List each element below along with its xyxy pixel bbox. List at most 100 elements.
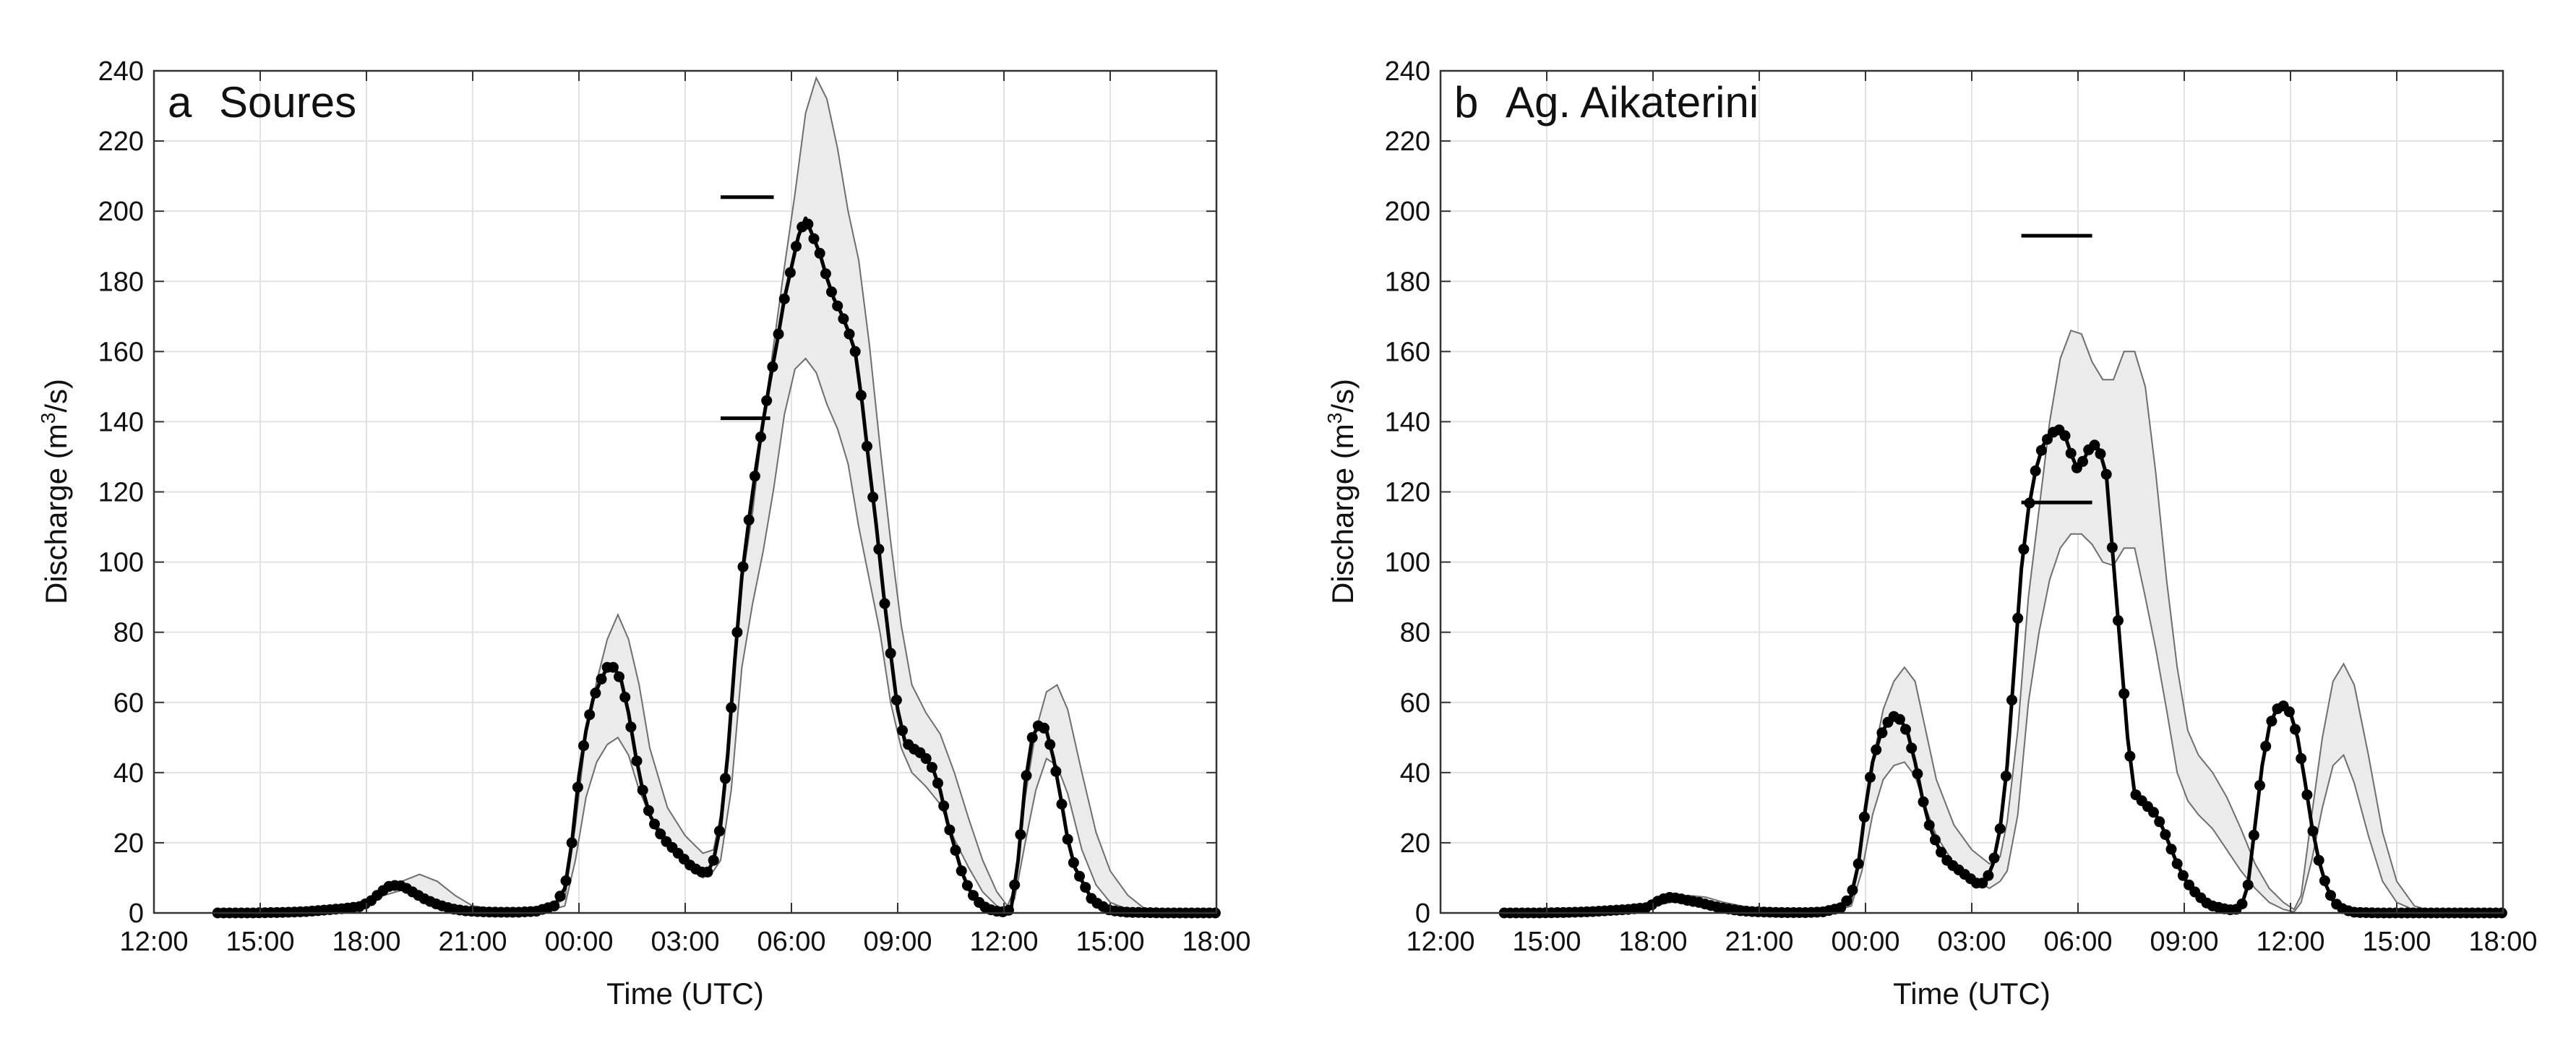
median-marker (2059, 430, 2071, 442)
median-marker (885, 648, 896, 659)
median-marker (1923, 820, 1935, 831)
median-marker (1988, 852, 2000, 864)
median-marker (1906, 742, 1918, 754)
median-marker (1074, 870, 1085, 882)
median-marker (731, 627, 743, 638)
y-tick-labels: 0 20 40 60 80 100 120 140 160 180 200 220 240 (1385, 56, 2503, 929)
median-marker (1929, 834, 1941, 846)
median-marker (2254, 780, 2265, 792)
x-tick-label: 18:00 (332, 927, 400, 957)
median-marker (1871, 744, 1882, 755)
x-tick-label: 21:00 (438, 927, 507, 957)
median-marker (1865, 771, 1876, 783)
y-tick-label: 120 (1385, 478, 1430, 508)
y-axis-label: Discharge (m3/s) (37, 379, 73, 604)
median-marker (702, 866, 713, 878)
median-marker (1858, 811, 1870, 823)
median-marker (938, 800, 950, 812)
median-marker (2124, 750, 2136, 762)
x-tick-label: 12:00 (969, 927, 1038, 957)
median-marker (761, 395, 773, 406)
median-marker (1015, 829, 1026, 841)
median-marker (944, 824, 956, 836)
median-marker (2024, 497, 2035, 509)
y-tick-label: 80 (1400, 618, 1430, 648)
median-marker (1894, 713, 1905, 725)
y-axis-label-unit: /s) (39, 379, 73, 413)
median-marker (1021, 770, 1032, 781)
x-tick-label: 12:00 (2256, 927, 2324, 957)
median-marker (832, 300, 843, 312)
median-marker (873, 544, 885, 555)
median-marker (808, 233, 820, 244)
y-tick-label: 60 (113, 688, 144, 719)
y-tick-label: 160 (1385, 337, 1430, 367)
y-axis-label-superscript: 3 (1323, 413, 1346, 424)
median-marker (2248, 829, 2259, 841)
median-marker (643, 805, 654, 816)
median-marker (1009, 879, 1021, 891)
x-tick-label: 15:00 (226, 927, 294, 957)
median-marker (826, 286, 837, 298)
y-tick-label: 0 (1415, 898, 1430, 929)
x-tick-label: 09:00 (2150, 927, 2218, 957)
panel-title: Soures (219, 78, 356, 126)
median-marker (631, 755, 643, 767)
median-marker (1841, 895, 1852, 906)
median-marker (2106, 541, 2118, 553)
y-axis-label: Discharge (m3/s) (1323, 379, 1360, 604)
y-tick-label: 40 (113, 758, 144, 789)
y-tick-label: 140 (1385, 407, 1430, 437)
median-marker (2266, 716, 2277, 727)
x-tick-label: 00:00 (544, 927, 613, 957)
median-marker (897, 725, 908, 737)
median-marker (2313, 854, 2324, 866)
x-tick-label: 18:00 (1182, 927, 1250, 957)
x-tick-label: 09:00 (863, 927, 932, 957)
x-tick-labels: 12:00 15:00 18:00 21:00 00:00 03:00 06:00 09:00… (119, 71, 1251, 957)
median-marker (2290, 724, 2301, 735)
median-marker (743, 514, 755, 526)
median-marker (2000, 771, 2012, 782)
panel-a: 12:00 15:00 18:00 21:00 00:00 03:00 06:00 09:00… (37, 56, 1251, 1011)
median-marker (820, 268, 831, 280)
panel-title: Ag. Aikaterini (1506, 78, 1759, 126)
x-tick-label: 18:00 (1618, 927, 1687, 957)
median-marker (767, 361, 778, 372)
median-marker (2030, 465, 2041, 476)
median-marker (2118, 688, 2130, 700)
median-marker (926, 762, 937, 773)
x-tick-label: 06:00 (757, 927, 825, 957)
median-marker (549, 900, 560, 912)
median-marker (584, 709, 596, 721)
median-marker (649, 818, 660, 830)
x-tick-label: 15:00 (1512, 927, 1581, 957)
x-tick-label: 00:00 (1831, 927, 1899, 957)
median-marker (2301, 789, 2313, 801)
median-marker (1852, 858, 1864, 870)
median-marker (726, 702, 737, 713)
x-tick-label: 06:00 (2043, 927, 2112, 957)
median-marker (625, 721, 637, 733)
panel-b: 12:00 15:00 18:00 21:00 00:00 03:00 06:00 09:00… (1323, 56, 2538, 1011)
x-tick-label: 12:00 (1406, 927, 1474, 957)
median-marker (1056, 799, 1068, 810)
y-tick-label: 180 (1385, 267, 1430, 297)
median-marker (2095, 448, 2106, 460)
median-marker (590, 687, 601, 699)
median-marker (1994, 823, 2006, 834)
median-marker (2154, 816, 2165, 828)
y-tick-label: 220 (1385, 126, 1430, 157)
y-tick-label: 20 (1400, 828, 1430, 859)
median-marker (2006, 695, 2017, 705)
y-axis-label-superscript: 3 (37, 413, 59, 424)
median-marker (720, 773, 731, 784)
median-marker (1062, 833, 1073, 845)
median-marker (879, 598, 890, 609)
median-marker (749, 471, 760, 482)
median-marker (1068, 857, 1079, 868)
median-marker (1044, 739, 1056, 750)
median-marker (2065, 447, 2077, 459)
x-tick-label: 15:00 (2362, 927, 2431, 957)
y-tick-label: 20 (113, 828, 144, 859)
